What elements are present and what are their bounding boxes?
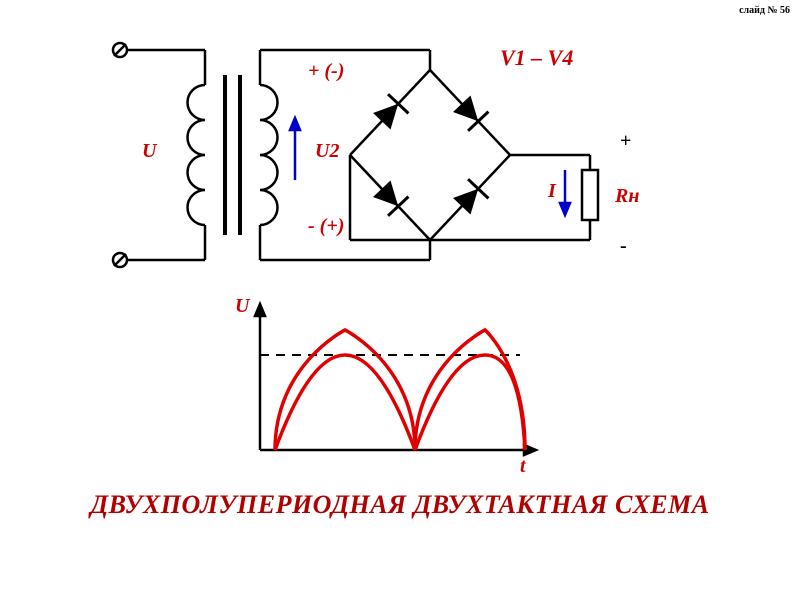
label-Rn: Rн bbox=[615, 185, 639, 208]
title-text: ДВУХПОЛУПЕРИОДНАЯ ДВУХТАКТНАЯ СХЕМА bbox=[90, 490, 709, 519]
label-U-axis: U bbox=[235, 295, 249, 318]
circuit-diagram bbox=[100, 30, 660, 290]
label-plus-minus: + (-) bbox=[308, 60, 344, 83]
slide-number: слайд № 56 bbox=[739, 5, 790, 16]
label-minus-plus: - (+) bbox=[308, 215, 344, 238]
label-U2: U2 bbox=[315, 140, 339, 163]
label-V1V4: V1 – V4 bbox=[500, 45, 573, 71]
label-t-axis: t bbox=[520, 455, 526, 478]
slide-title: ДВУХПОЛУПЕРИОДНАЯ ДВУХТАКТНАЯ СХЕМА bbox=[0, 490, 800, 520]
label-plus: + bbox=[620, 130, 631, 153]
label-minus: - bbox=[620, 235, 627, 258]
label-I: I bbox=[548, 180, 556, 203]
label-U-primary: U bbox=[142, 140, 156, 163]
waveform-plot bbox=[230, 300, 550, 470]
